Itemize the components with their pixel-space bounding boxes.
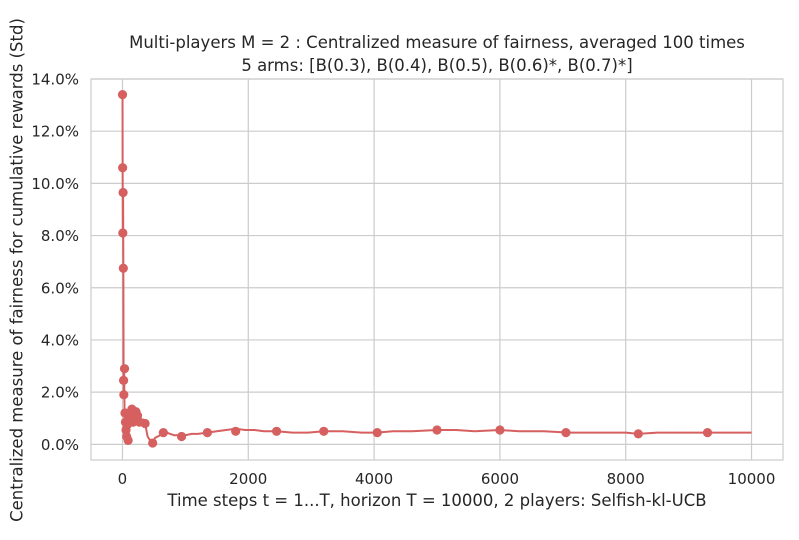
series-marker <box>158 427 168 438</box>
y-tick-label: 10.0% <box>31 175 79 193</box>
series-marker <box>271 426 282 436</box>
series-marker <box>148 438 158 448</box>
x-tick-label: 4000 <box>355 470 393 488</box>
markers-layer <box>117 90 713 448</box>
y-tick-label: 2.0% <box>41 384 79 402</box>
series-marker <box>702 427 713 438</box>
series-marker <box>176 431 187 442</box>
x-tick-label: 8000 <box>607 470 645 488</box>
plot-area-frame <box>90 78 784 461</box>
series-marker <box>118 263 128 273</box>
y-tick-label: 12.0% <box>31 123 79 141</box>
series-marker <box>633 429 643 439</box>
grid-lines <box>91 78 783 460</box>
chart-title: Multi-players M = 2 : Centralized measur… <box>129 33 745 52</box>
y-tick-label: 4.0% <box>41 331 79 349</box>
series-marker <box>118 228 128 238</box>
x-tick-labels: 0 2000 4000 6000 8000 10000 <box>118 470 776 488</box>
x-tick-label: 0 <box>118 470 128 488</box>
series-marker <box>119 364 130 374</box>
series-marker <box>119 390 129 400</box>
series-marker <box>140 418 150 429</box>
y-axis-label: Centralized measure of fairness for cumu… <box>7 18 27 522</box>
series-marker <box>319 426 329 436</box>
series-marker <box>432 425 442 435</box>
y-tick-label: 6.0% <box>41 279 79 297</box>
x-tick-label: 10000 <box>728 470 776 488</box>
series-marker <box>561 427 571 438</box>
series-line <box>121 94 752 443</box>
chart-subtitle: 5 arms: [B(0.3), B(0.4), B(0.5), B(0.6)*… <box>241 56 633 75</box>
series-marker <box>117 90 128 100</box>
series-marker <box>495 425 505 435</box>
x-tick-label: 2000 <box>229 470 267 488</box>
series-marker <box>118 187 128 198</box>
y-tick-labels: 0.0% 2.0% 4.0% 6.0% 8.0% 10.0% 12.0% 14.0% <box>31 71 79 454</box>
series-marker <box>123 435 133 446</box>
series-layer <box>121 94 752 443</box>
series-marker <box>128 417 138 427</box>
y-tick-label: 14.0% <box>31 71 79 89</box>
series-marker <box>118 163 128 173</box>
series-marker <box>231 426 241 436</box>
y-tick-label: 0.0% <box>41 436 79 454</box>
series-marker <box>372 427 382 438</box>
series-marker <box>118 375 129 386</box>
y-tick-label: 8.0% <box>41 227 79 245</box>
x-tick-label: 6000 <box>481 470 519 488</box>
series-marker <box>202 427 212 438</box>
x-axis-label: Time steps t = 1...T, horizon T = 10000,… <box>167 491 707 510</box>
